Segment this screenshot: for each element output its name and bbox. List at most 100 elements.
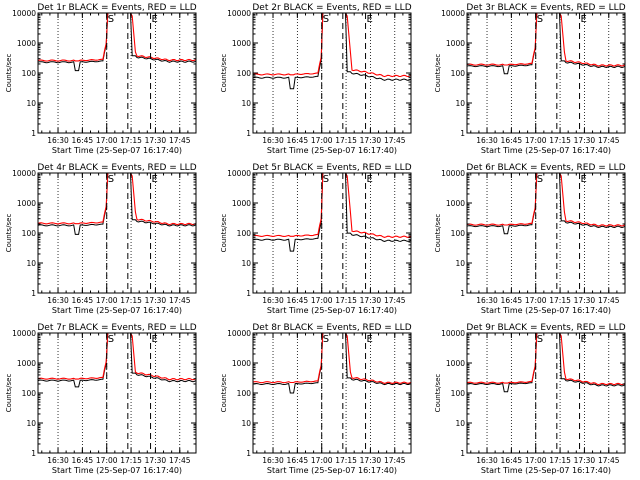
y-tick-label: 10000 bbox=[227, 169, 251, 178]
y-axis-label: Counts/sec bbox=[5, 54, 13, 93]
marker-e: E bbox=[367, 14, 373, 25]
x-tick-label: 16:30 bbox=[476, 296, 498, 305]
x-tick-label: 17:30 bbox=[360, 296, 382, 305]
panel-title: Det 2r BLACK = Events, RED = LLD bbox=[252, 3, 411, 13]
x-axis-label: Start Time (25-Sep-07 16:17:40) bbox=[481, 466, 611, 475]
plot-frame bbox=[466, 332, 626, 454]
y-tick-label: 100 bbox=[237, 69, 252, 78]
marker-s: S bbox=[537, 334, 543, 345]
x-axis-label: Start Time (25-Sep-07 16:17:40) bbox=[481, 146, 611, 155]
x-axis-label: Start Time (25-Sep-07 16:17:40) bbox=[267, 306, 397, 315]
x-tick-label: 16:30 bbox=[476, 136, 498, 145]
x-tick-label: 17:45 bbox=[598, 456, 620, 465]
y-tick-label: 1 bbox=[460, 449, 465, 458]
x-axis-label: Start Time (25-Sep-07 16:17:40) bbox=[52, 466, 182, 475]
y-tick-label: 100 bbox=[451, 389, 466, 398]
marker-s: S bbox=[323, 174, 329, 185]
x-tick-label: 16:30 bbox=[262, 296, 284, 305]
x-tick-label: 16:30 bbox=[262, 136, 284, 145]
marker-e: E bbox=[581, 334, 587, 345]
y-axis-label: Counts/sec bbox=[220, 374, 228, 413]
y-tick-label: 10 bbox=[455, 99, 465, 108]
marker-e: E bbox=[152, 334, 158, 345]
y-tick-label: 100 bbox=[237, 229, 252, 238]
x-tick-label: 16:45 bbox=[501, 456, 523, 465]
y-tick-label: 10000 bbox=[441, 169, 465, 178]
marker-e: E bbox=[367, 334, 373, 345]
x-tick-label: 16:30 bbox=[262, 456, 284, 465]
x-tick-label: 17:45 bbox=[169, 456, 191, 465]
y-tick-label: 1 bbox=[31, 129, 36, 138]
panel-title: Det 5r BLACK = Events, RED = LLD bbox=[252, 163, 411, 173]
lld-series-line bbox=[467, 333, 625, 386]
y-tick-label: 10000 bbox=[12, 329, 36, 338]
marker-s: S bbox=[537, 14, 543, 25]
x-tick-label: 16:45 bbox=[287, 136, 309, 145]
y-axis-label: Counts/sec bbox=[220, 54, 228, 93]
x-tick-label: 17:00 bbox=[525, 456, 547, 465]
x-tick-label: 17:15 bbox=[549, 136, 571, 145]
plot-frame bbox=[466, 12, 626, 134]
y-tick-label: 1 bbox=[460, 129, 465, 138]
lld-series-line bbox=[38, 13, 196, 62]
events-series-line bbox=[467, 173, 625, 235]
x-tick-label: 17:30 bbox=[360, 456, 382, 465]
plot-frame bbox=[252, 12, 412, 134]
y-tick-label: 1000 bbox=[17, 199, 36, 208]
marker-s: S bbox=[323, 14, 329, 25]
y-tick-label: 10000 bbox=[227, 9, 251, 18]
marker-e: E bbox=[581, 174, 587, 185]
marker-e: E bbox=[152, 174, 158, 185]
x-tick-label: 16:45 bbox=[287, 296, 309, 305]
panel-title: Det 6r BLACK = Events, RED = LLD bbox=[466, 163, 625, 173]
y-tick-label: 10 bbox=[26, 259, 36, 268]
panel-title: Det 3r BLACK = Events, RED = LLD bbox=[466, 3, 625, 13]
x-tick-label: 16:30 bbox=[476, 456, 498, 465]
y-tick-label: 100 bbox=[237, 389, 252, 398]
y-tick-label: 10 bbox=[455, 259, 465, 268]
x-tick-label: 16:45 bbox=[72, 296, 94, 305]
x-tick-label: 17:00 bbox=[96, 296, 118, 305]
marker-s: S bbox=[537, 174, 543, 185]
x-tick-label: 17:45 bbox=[169, 296, 191, 305]
events-series-line bbox=[467, 13, 625, 75]
events-series-line bbox=[38, 13, 196, 72]
y-tick-label: 10000 bbox=[441, 9, 465, 18]
y-axis-label: Counts/sec bbox=[434, 54, 442, 93]
x-axis-label: Start Time (25-Sep-07 16:17:40) bbox=[267, 146, 397, 155]
x-tick-label: 17:45 bbox=[384, 136, 406, 145]
y-tick-label: 1000 bbox=[446, 199, 465, 208]
y-tick-label: 1000 bbox=[17, 359, 36, 368]
x-tick-label: 17:00 bbox=[311, 456, 333, 465]
y-tick-label: 1 bbox=[246, 129, 251, 138]
x-tick-label: 16:30 bbox=[47, 456, 69, 465]
y-axis-label: Counts/sec bbox=[434, 374, 442, 413]
y-tick-label: 1 bbox=[460, 289, 465, 298]
marker-s: S bbox=[323, 334, 329, 345]
lld-series-line bbox=[38, 333, 196, 381]
x-tick-label: 17:00 bbox=[525, 296, 547, 305]
x-tick-label: 17:15 bbox=[335, 136, 357, 145]
y-axis-label: Counts/sec bbox=[434, 214, 442, 253]
plot-frame bbox=[37, 12, 197, 134]
y-tick-label: 1 bbox=[31, 449, 36, 458]
x-tick-label: 16:45 bbox=[501, 296, 523, 305]
plot-frame bbox=[37, 332, 197, 454]
events-series-line bbox=[253, 13, 411, 90]
y-tick-label: 100 bbox=[22, 229, 37, 238]
x-tick-label: 17:15 bbox=[120, 456, 142, 465]
x-tick-label: 17:15 bbox=[335, 456, 357, 465]
x-tick-label: 17:15 bbox=[120, 296, 142, 305]
y-tick-label: 1000 bbox=[232, 359, 251, 368]
lld-series-line bbox=[253, 173, 411, 238]
events-series-line bbox=[467, 333, 625, 393]
y-tick-label: 10 bbox=[241, 99, 251, 108]
panel-title: Det 7r BLACK = Events, RED = LLD bbox=[37, 323, 196, 333]
lld-series-line bbox=[467, 13, 625, 67]
y-axis-label: Counts/sec bbox=[5, 374, 13, 413]
